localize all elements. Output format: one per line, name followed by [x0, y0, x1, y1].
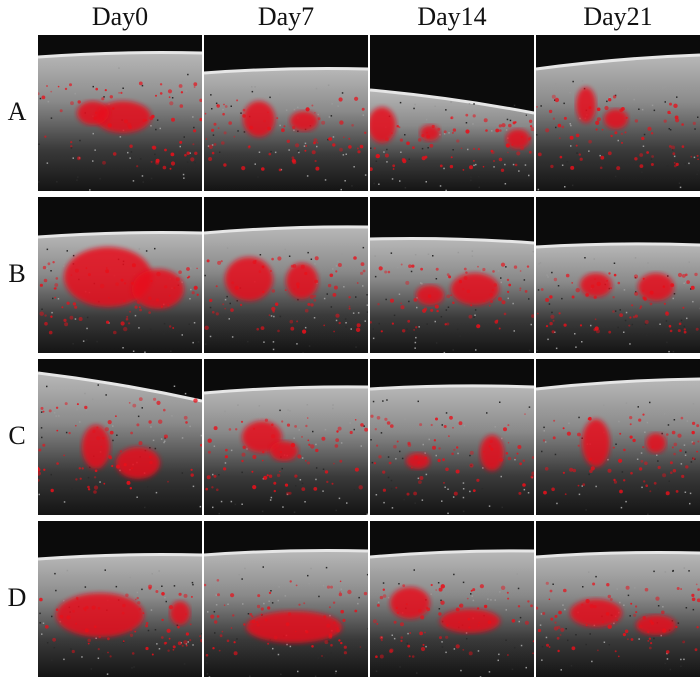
oct-panel-a-day7 — [204, 35, 368, 191]
oct-panel-b-day21 — [536, 197, 700, 353]
oct-panel-a-day0 — [38, 35, 202, 191]
oct-panel-b-day14 — [370, 197, 534, 353]
oct-panel-c-day0 — [38, 359, 202, 515]
oct-panel-b-day0 — [38, 197, 202, 353]
row-label-a: A — [0, 97, 34, 127]
oct-panel-a-day14 — [370, 35, 534, 191]
row-label-c: C — [0, 421, 34, 451]
column-label-day14: Day14 — [370, 2, 534, 32]
oct-panel-c-day21 — [536, 359, 700, 515]
oct-panel-c-day14 — [370, 359, 534, 515]
column-label-day0: Day0 — [38, 2, 202, 32]
column-label-day21: Day21 — [536, 2, 700, 32]
row-label-d: D — [0, 583, 34, 613]
oct-panel-b-day7 — [204, 197, 368, 353]
column-label-day7: Day7 — [204, 2, 368, 32]
row-label-b: B — [0, 259, 34, 289]
oct-panel-d-day0 — [38, 521, 202, 677]
oct-panel-d-day7 — [204, 521, 368, 677]
oct-panel-d-day14 — [370, 521, 534, 677]
oct-panel-a-day21 — [536, 35, 700, 191]
oct-panel-c-day7 — [204, 359, 368, 515]
oct-panel-d-day21 — [536, 521, 700, 677]
